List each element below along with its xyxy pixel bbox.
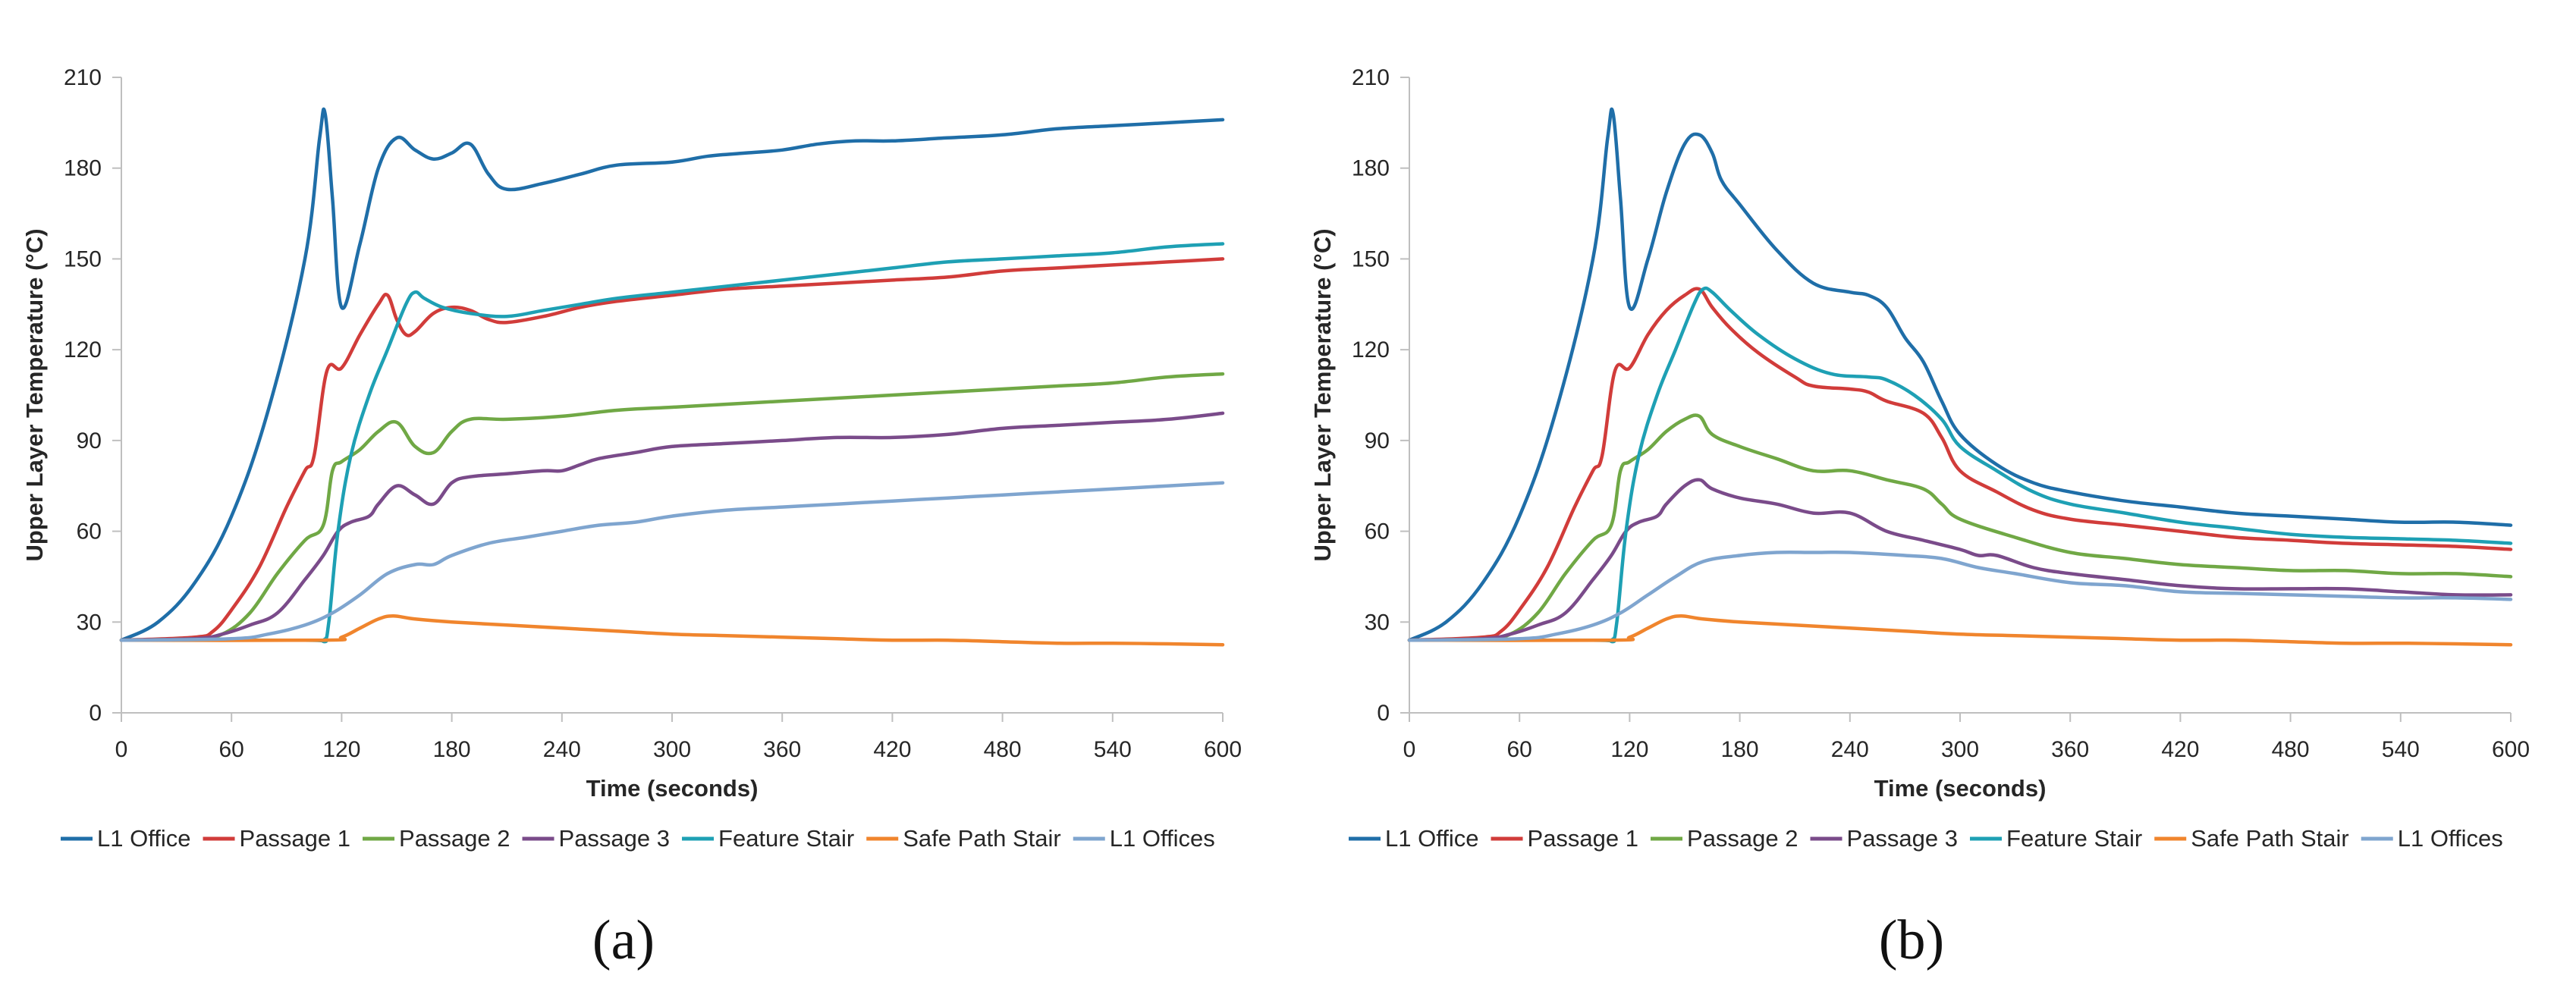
y-tick-label: 180 (64, 156, 102, 181)
panel-label-a: (a) (592, 909, 655, 971)
x-tick-label: 0 (1403, 737, 1416, 762)
x-tick-label: 360 (763, 737, 801, 762)
y-tick-label: 0 (89, 701, 102, 726)
x-tick-label: 420 (873, 737, 911, 762)
y-tick-label: 120 (1352, 337, 1390, 362)
series-line-passage-1 (119, 257, 1225, 642)
legend-label: L1 Office (1385, 825, 1479, 852)
chart-panel-b: 0 30 60 90 120 150 180 210 0 60 120 180 240 300 360 420… (1288, 0, 2576, 1001)
x-tick-label: 300 (1941, 737, 1979, 762)
y-tick-label: 180 (1352, 156, 1390, 181)
legend-label: Safe Path Stair (2191, 825, 2349, 852)
x-tick-label: 240 (543, 737, 581, 762)
x-tick-label: 600 (1204, 737, 1242, 762)
legend-label: Passage 1 (1528, 825, 1639, 852)
series-line-l1-office (1407, 107, 2513, 642)
series-line-passage-2 (1407, 413, 2513, 642)
x-tick-label: 600 (2492, 737, 2530, 762)
legend-label: Feature Stair (2006, 825, 2142, 852)
y-axis-title-a: Upper Layer Temperature (°C) (21, 228, 48, 561)
x-tick-label: 420 (2161, 737, 2199, 762)
x-tick-label: 60 (1507, 737, 1532, 762)
legend-label: L1 Offices (2398, 825, 2503, 852)
y-tick-label: 90 (77, 428, 102, 453)
x-tick-label: 180 (1721, 737, 1759, 762)
chart-panel-a: 0 30 60 90 120 150 180 210 0 60 120 180 240 300 360 420… (21, 65, 1242, 971)
legend-label: Passage 3 (559, 825, 671, 852)
x-tick-label: 0 (115, 737, 128, 762)
legend-label: L1 Office (97, 825, 191, 852)
series-line-feature-stair (1407, 286, 2513, 644)
legend-label: Feature Stair (718, 825, 854, 852)
x-tick-label: 360 (2051, 737, 2089, 762)
legend-b: L1 Office Passage 1 Passage 2 Passage 3 Feat… (1349, 825, 2503, 852)
x-tick-label: 540 (1094, 737, 1132, 762)
series-line-passage-1 (1407, 287, 2513, 642)
x-tick-label: 300 (653, 737, 691, 762)
panel-label-b: (b) (1878, 909, 1945, 971)
legend-label: Passage 3 (1847, 825, 1959, 852)
series-line-l1-offices (1407, 550, 2513, 642)
y-tick-label: 30 (1365, 610, 1390, 635)
legend-a: L1 Office Passage 1 Passage 2 Passage 3 Feat… (61, 825, 1215, 852)
x-tick-label: 120 (1610, 737, 1648, 762)
x-tick-label: 540 (2382, 737, 2420, 762)
x-axis-title-a: Time (seconds) (586, 775, 759, 802)
line-chart-a: 0 30 60 90 120 150 180 210 0 60 120 180 240 300 360 420… (21, 65, 1242, 852)
legend-label: Safe Path Stair (903, 825, 1061, 852)
x-tick-label: 180 (433, 737, 471, 762)
x-tick-label: 60 (219, 737, 244, 762)
series-line-safe-path-stair (119, 614, 1225, 647)
legend-label: Passage 2 (1687, 825, 1798, 852)
y-tick-label: 210 (64, 65, 102, 90)
series-line-l1-offices (119, 481, 1225, 642)
y-tick-label: 60 (1365, 519, 1390, 544)
series-line-passage-3 (1407, 478, 2513, 642)
y-tick-label: 30 (77, 610, 102, 635)
y-axis-title-b: Upper Layer Temperature (°C) (1309, 228, 1336, 561)
x-tick-label: 480 (984, 737, 1022, 762)
series-line-passage-3 (119, 411, 1225, 642)
line-chart-b: 0 30 60 90 120 150 180 210 0 60 120 180 240 300 360 420… (1309, 65, 2530, 852)
x-tick-label: 240 (1831, 737, 1869, 762)
y-tick-label: 60 (77, 519, 102, 544)
x-tick-label: 120 (322, 737, 360, 762)
y-tick-label: 150 (1352, 246, 1390, 271)
y-tick-label: 0 (1377, 701, 1390, 726)
y-tick-label: 150 (64, 246, 102, 271)
y-tick-label: 120 (64, 337, 102, 362)
series-line-feature-stair (119, 242, 1225, 644)
legend-label: Passage 2 (399, 825, 510, 852)
legend-label: Passage 1 (240, 825, 351, 852)
series-line-safe-path-stair (1407, 614, 2513, 647)
series-line-l1-office (119, 107, 1225, 642)
y-tick-label: 210 (1352, 65, 1390, 90)
x-tick-label: 480 (2272, 737, 2310, 762)
x-axis-title-b: Time (seconds) (1874, 775, 2047, 802)
legend-label: L1 Offices (1110, 825, 1215, 852)
series-line-passage-2 (119, 372, 1225, 642)
y-tick-label: 90 (1365, 428, 1390, 453)
